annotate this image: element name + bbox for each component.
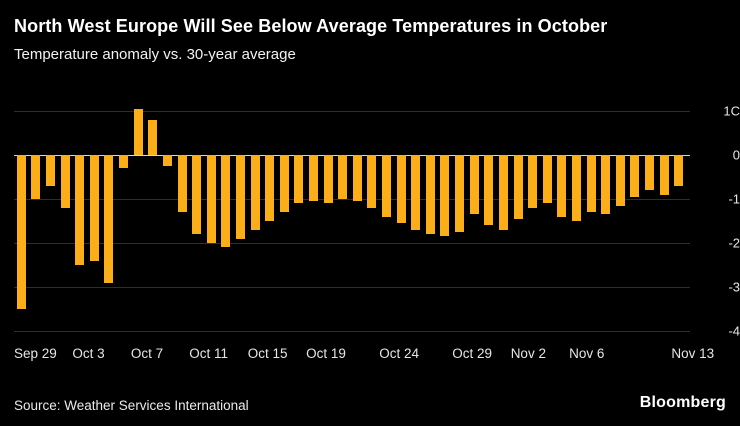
bar-oct-16 bbox=[265, 155, 275, 221]
bar-oct-5 bbox=[104, 155, 114, 283]
y-tick-label: -2 bbox=[728, 235, 740, 251]
bar-oct-26 bbox=[411, 155, 421, 230]
x-tick-label: Oct 3 bbox=[72, 346, 105, 361]
bar-oct-7 bbox=[133, 108, 143, 155]
bar-oct-20 bbox=[323, 155, 333, 204]
x-tick-label: Oct 7 bbox=[130, 346, 164, 361]
x-tick-label: Oct 15 bbox=[247, 346, 288, 361]
bar-nov-4 bbox=[542, 155, 552, 204]
y-tick-label: 1C bbox=[723, 103, 740, 119]
y-tick-label: -4 bbox=[728, 323, 740, 339]
bar-oct-14 bbox=[235, 155, 245, 239]
bar-oct-30 bbox=[469, 155, 479, 215]
bar-oct-28 bbox=[440, 155, 450, 237]
bar-oct-24 bbox=[382, 155, 392, 217]
bar-nov-1 bbox=[498, 155, 508, 230]
x-tick-label: Oct 11 bbox=[189, 346, 229, 361]
bar-oct-2 bbox=[60, 155, 70, 208]
bar-oct-1 bbox=[46, 155, 56, 186]
bar-nov-6 bbox=[571, 155, 581, 221]
bar-oct-9 bbox=[162, 155, 172, 166]
bar-nov-7 bbox=[586, 155, 596, 213]
bar-oct-22 bbox=[352, 155, 362, 202]
plot-area: 1C 0 -1 -2 -3 -4 Sep 29 Oct 3 Oct 7 Oct 11 Oct 15 O… bbox=[14, 100, 740, 361]
bloomberg-logo: Bloomberg bbox=[639, 394, 726, 411]
bar-nov-8 bbox=[601, 155, 611, 215]
bar-oct-11 bbox=[192, 155, 202, 235]
chart-subtitle: Temperature anomaly vs. 30-year average bbox=[14, 46, 296, 63]
bar-oct-3 bbox=[75, 155, 85, 265]
bar-nov-3 bbox=[528, 155, 538, 208]
bar-oct-19 bbox=[308, 155, 318, 202]
zero-line bbox=[14, 155, 690, 156]
gridline bbox=[14, 111, 690, 112]
bar-sep-29 bbox=[16, 155, 26, 309]
x-tick-label: Sep 29 bbox=[14, 346, 57, 361]
bar-oct-21 bbox=[338, 155, 348, 199]
bar-oct-10 bbox=[177, 155, 187, 213]
x-tick-label: Nov 2 bbox=[510, 346, 546, 361]
source-attribution: Source: Weather Services International bbox=[14, 398, 249, 413]
bar-nov-10 bbox=[630, 155, 640, 197]
bar-oct-12 bbox=[206, 155, 216, 243]
bar-nov-9 bbox=[615, 155, 625, 206]
x-tick-label: Nov 6 bbox=[569, 346, 605, 361]
gridline bbox=[14, 331, 690, 332]
bar-nov-5 bbox=[557, 155, 567, 217]
x-tick-label: Nov 13 bbox=[671, 346, 715, 361]
bar-oct-8 bbox=[148, 119, 158, 155]
bar-nov-2 bbox=[513, 155, 523, 219]
bar-oct-27 bbox=[425, 155, 435, 235]
bar-oct-31 bbox=[484, 155, 494, 226]
chart: 1C 0 -1 -2 -3 -4 Sep 29 Oct 3 Oct 7 Oct 11 Oct 15 O… bbox=[14, 100, 740, 372]
x-tick-label: Oct 24 bbox=[379, 346, 419, 361]
y-tick-label: 0 bbox=[732, 147, 740, 163]
x-tick-label: Oct 19 bbox=[306, 346, 346, 361]
x-tick-label: Oct 29 bbox=[452, 346, 493, 361]
bar-oct-29 bbox=[455, 155, 465, 232]
bar-nov-11 bbox=[644, 155, 654, 191]
bar-oct-25 bbox=[396, 155, 406, 224]
y-tick-label: -1 bbox=[728, 191, 740, 207]
gridline bbox=[14, 243, 690, 244]
gridline bbox=[14, 199, 690, 200]
bar-oct-18 bbox=[294, 155, 304, 204]
bar-sep-30 bbox=[31, 155, 41, 199]
y-tick-label: -3 bbox=[728, 279, 740, 295]
bar-nov-13 bbox=[674, 155, 684, 186]
chart-title: North West Europe Will See Below Average… bbox=[14, 16, 608, 36]
bar-oct-13 bbox=[221, 155, 231, 248]
gridline bbox=[14, 287, 690, 288]
bar-nov-12 bbox=[659, 155, 669, 195]
bar-oct-17 bbox=[279, 155, 289, 213]
bar-oct-4 bbox=[89, 155, 99, 261]
bar-oct-6 bbox=[119, 155, 129, 169]
bar-oct-23 bbox=[367, 155, 377, 208]
bar-oct-15 bbox=[250, 155, 260, 230]
